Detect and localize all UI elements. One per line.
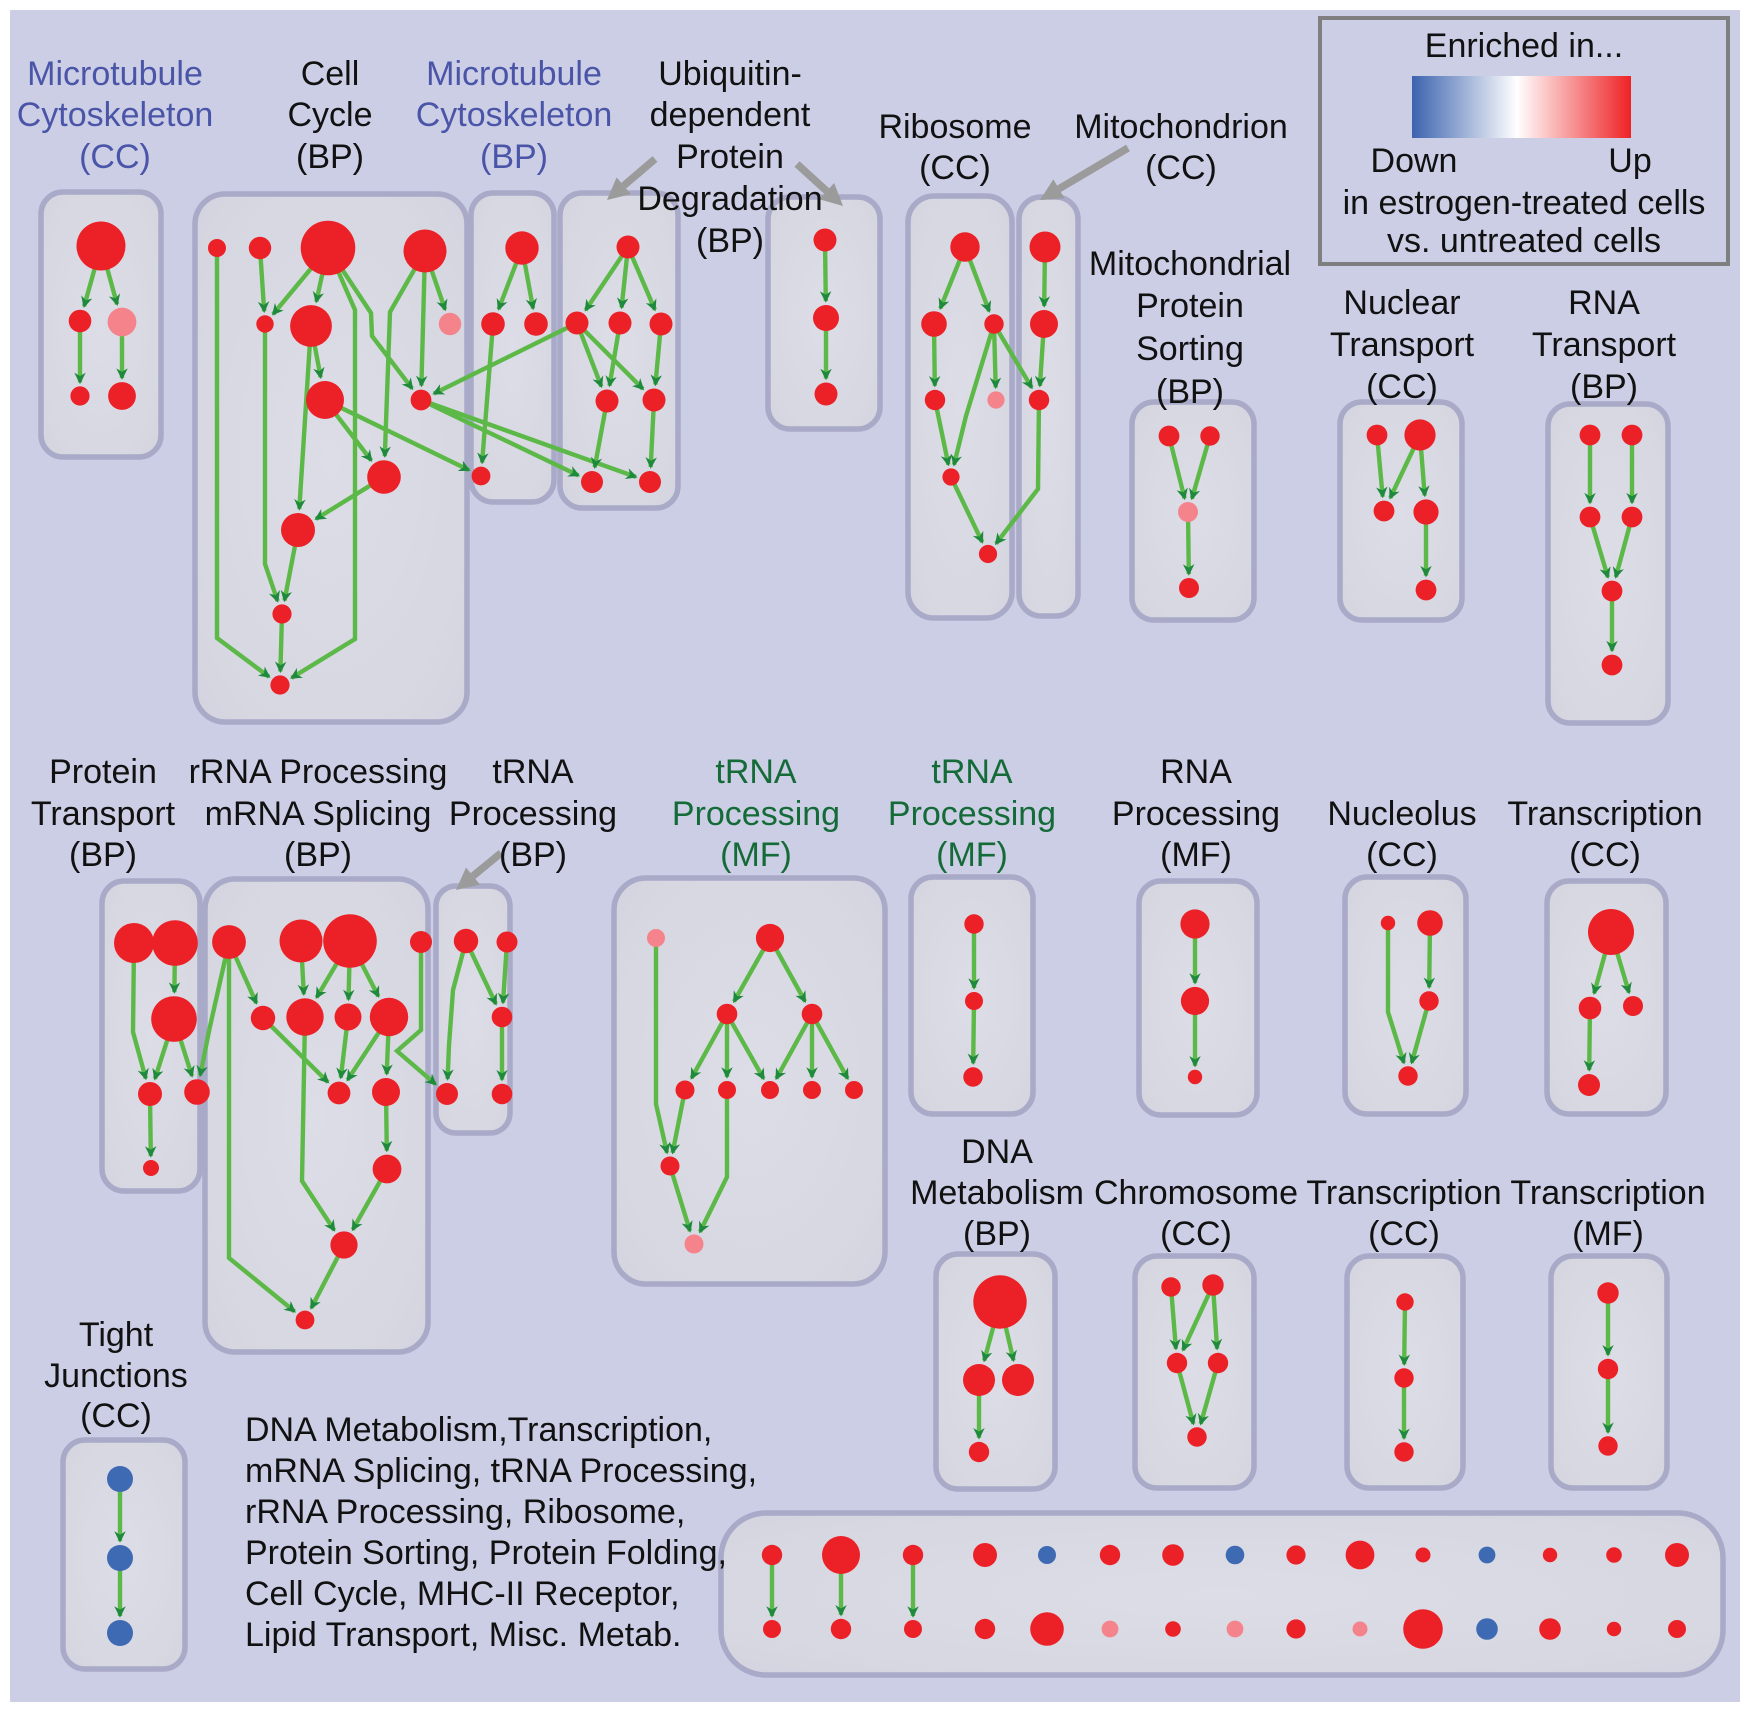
svg-text:Microtubule: Microtubule <box>426 55 602 93</box>
svg-text:(CC): (CC) <box>1145 149 1217 187</box>
svg-text:Processing: Processing <box>1112 795 1280 833</box>
svg-text:(MF): (MF) <box>720 836 792 874</box>
svg-text:Chromosome: Chromosome <box>1094 1174 1298 1212</box>
svg-text:Transport: Transport <box>1330 326 1475 364</box>
svg-text:Transport: Transport <box>1532 326 1677 364</box>
svg-text:Degradation: Degradation <box>637 180 822 218</box>
svg-text:Sorting: Sorting <box>1136 330 1244 368</box>
svg-text:RNA: RNA <box>1568 284 1640 322</box>
svg-text:Transcription: Transcription <box>1507 795 1702 833</box>
svg-text:Processing: Processing <box>672 795 840 833</box>
svg-text:Protein: Protein <box>676 138 784 176</box>
svg-text:Nuclear: Nuclear <box>1343 284 1460 322</box>
svg-text:(CC): (CC) <box>1366 368 1438 406</box>
svg-text:DNA: DNA <box>961 1133 1033 1171</box>
svg-text:Down: Down <box>1371 142 1458 180</box>
svg-text:(CC): (CC) <box>1368 1215 1440 1253</box>
svg-text:(BP): (BP) <box>499 836 567 874</box>
svg-text:Metabolism: Metabolism <box>910 1174 1084 1212</box>
svg-text:Lipid Transport, Misc. Metab.: Lipid Transport, Misc. Metab. <box>245 1616 682 1654</box>
svg-text:Cytoskeleton: Cytoskeleton <box>416 96 613 134</box>
svg-text:tRNA: tRNA <box>715 753 797 791</box>
svg-text:(MF): (MF) <box>1572 1215 1644 1253</box>
svg-text:(BP): (BP) <box>480 138 548 176</box>
svg-text:Transcription: Transcription <box>1510 1174 1705 1212</box>
svg-text:Cycle: Cycle <box>287 96 372 134</box>
svg-text:tRNA: tRNA <box>931 753 1013 791</box>
svg-text:(BP): (BP) <box>69 836 137 874</box>
svg-text:DNA Metabolism,Transcription,: DNA Metabolism,Transcription, <box>245 1411 712 1449</box>
svg-text:Processing: Processing <box>888 795 1056 833</box>
svg-text:Processing: Processing <box>449 795 617 833</box>
svg-text:Ubiquitin-: Ubiquitin- <box>658 55 802 93</box>
svg-text:Transcription: Transcription <box>1306 1174 1501 1212</box>
svg-text:Up: Up <box>1608 142 1651 180</box>
svg-text:Cytoskeleton: Cytoskeleton <box>17 96 214 134</box>
svg-text:in estrogen-treated cells: in estrogen-treated cells <box>1343 184 1706 222</box>
svg-text:Mitochondrial: Mitochondrial <box>1089 245 1291 283</box>
svg-text:(CC): (CC) <box>1569 836 1641 874</box>
svg-text:rRNA Processing: rRNA Processing <box>189 753 448 791</box>
svg-text:dependent: dependent <box>650 96 811 134</box>
svg-text:(CC): (CC) <box>79 138 151 176</box>
svg-text:Protein Sorting, Protein Foldi: Protein Sorting, Protein Folding, <box>245 1534 727 1572</box>
svg-text:Protein: Protein <box>49 753 157 791</box>
svg-text:(BP): (BP) <box>284 836 352 874</box>
svg-text:vs. untreated cells: vs. untreated cells <box>1387 222 1661 260</box>
svg-text:(BP): (BP) <box>1570 368 1638 406</box>
svg-text:(CC): (CC) <box>919 149 991 187</box>
svg-text:(BP): (BP) <box>696 222 764 260</box>
svg-text:Microtubule: Microtubule <box>27 55 203 93</box>
svg-text:mRNA Splicing, tRNA Processing: mRNA Splicing, tRNA Processing, <box>245 1452 757 1490</box>
svg-text:tRNA: tRNA <box>492 753 574 791</box>
svg-text:(BP): (BP) <box>963 1215 1031 1253</box>
svg-text:mRNA Splicing: mRNA Splicing <box>205 795 432 833</box>
svg-text:Enriched in...: Enriched in... <box>1425 27 1623 65</box>
svg-text:(BP): (BP) <box>1156 373 1224 411</box>
svg-text:Tight: Tight <box>79 1316 154 1354</box>
svg-text:Junctions: Junctions <box>44 1357 188 1395</box>
svg-text:Nucleolus: Nucleolus <box>1327 795 1476 833</box>
svg-text:Protein: Protein <box>1136 287 1244 325</box>
svg-text:Ribosome: Ribosome <box>878 108 1031 146</box>
svg-text:Cell Cycle, MHC-II Receptor,: Cell Cycle, MHC-II Receptor, <box>245 1575 680 1613</box>
svg-text:(CC): (CC) <box>1160 1215 1232 1253</box>
svg-text:(CC): (CC) <box>1366 836 1438 874</box>
svg-text:Cell: Cell <box>301 55 360 93</box>
svg-text:(MF): (MF) <box>936 836 1008 874</box>
svg-text:(CC): (CC) <box>80 1397 152 1435</box>
svg-text:Transport: Transport <box>31 795 176 833</box>
svg-text:rRNA Processing, Ribosome,: rRNA Processing, Ribosome, <box>245 1493 685 1531</box>
svg-text:(BP): (BP) <box>296 138 364 176</box>
svg-text:(MF): (MF) <box>1160 836 1232 874</box>
svg-text:Mitochondrion: Mitochondrion <box>1074 108 1288 146</box>
svg-text:RNA: RNA <box>1160 753 1232 791</box>
